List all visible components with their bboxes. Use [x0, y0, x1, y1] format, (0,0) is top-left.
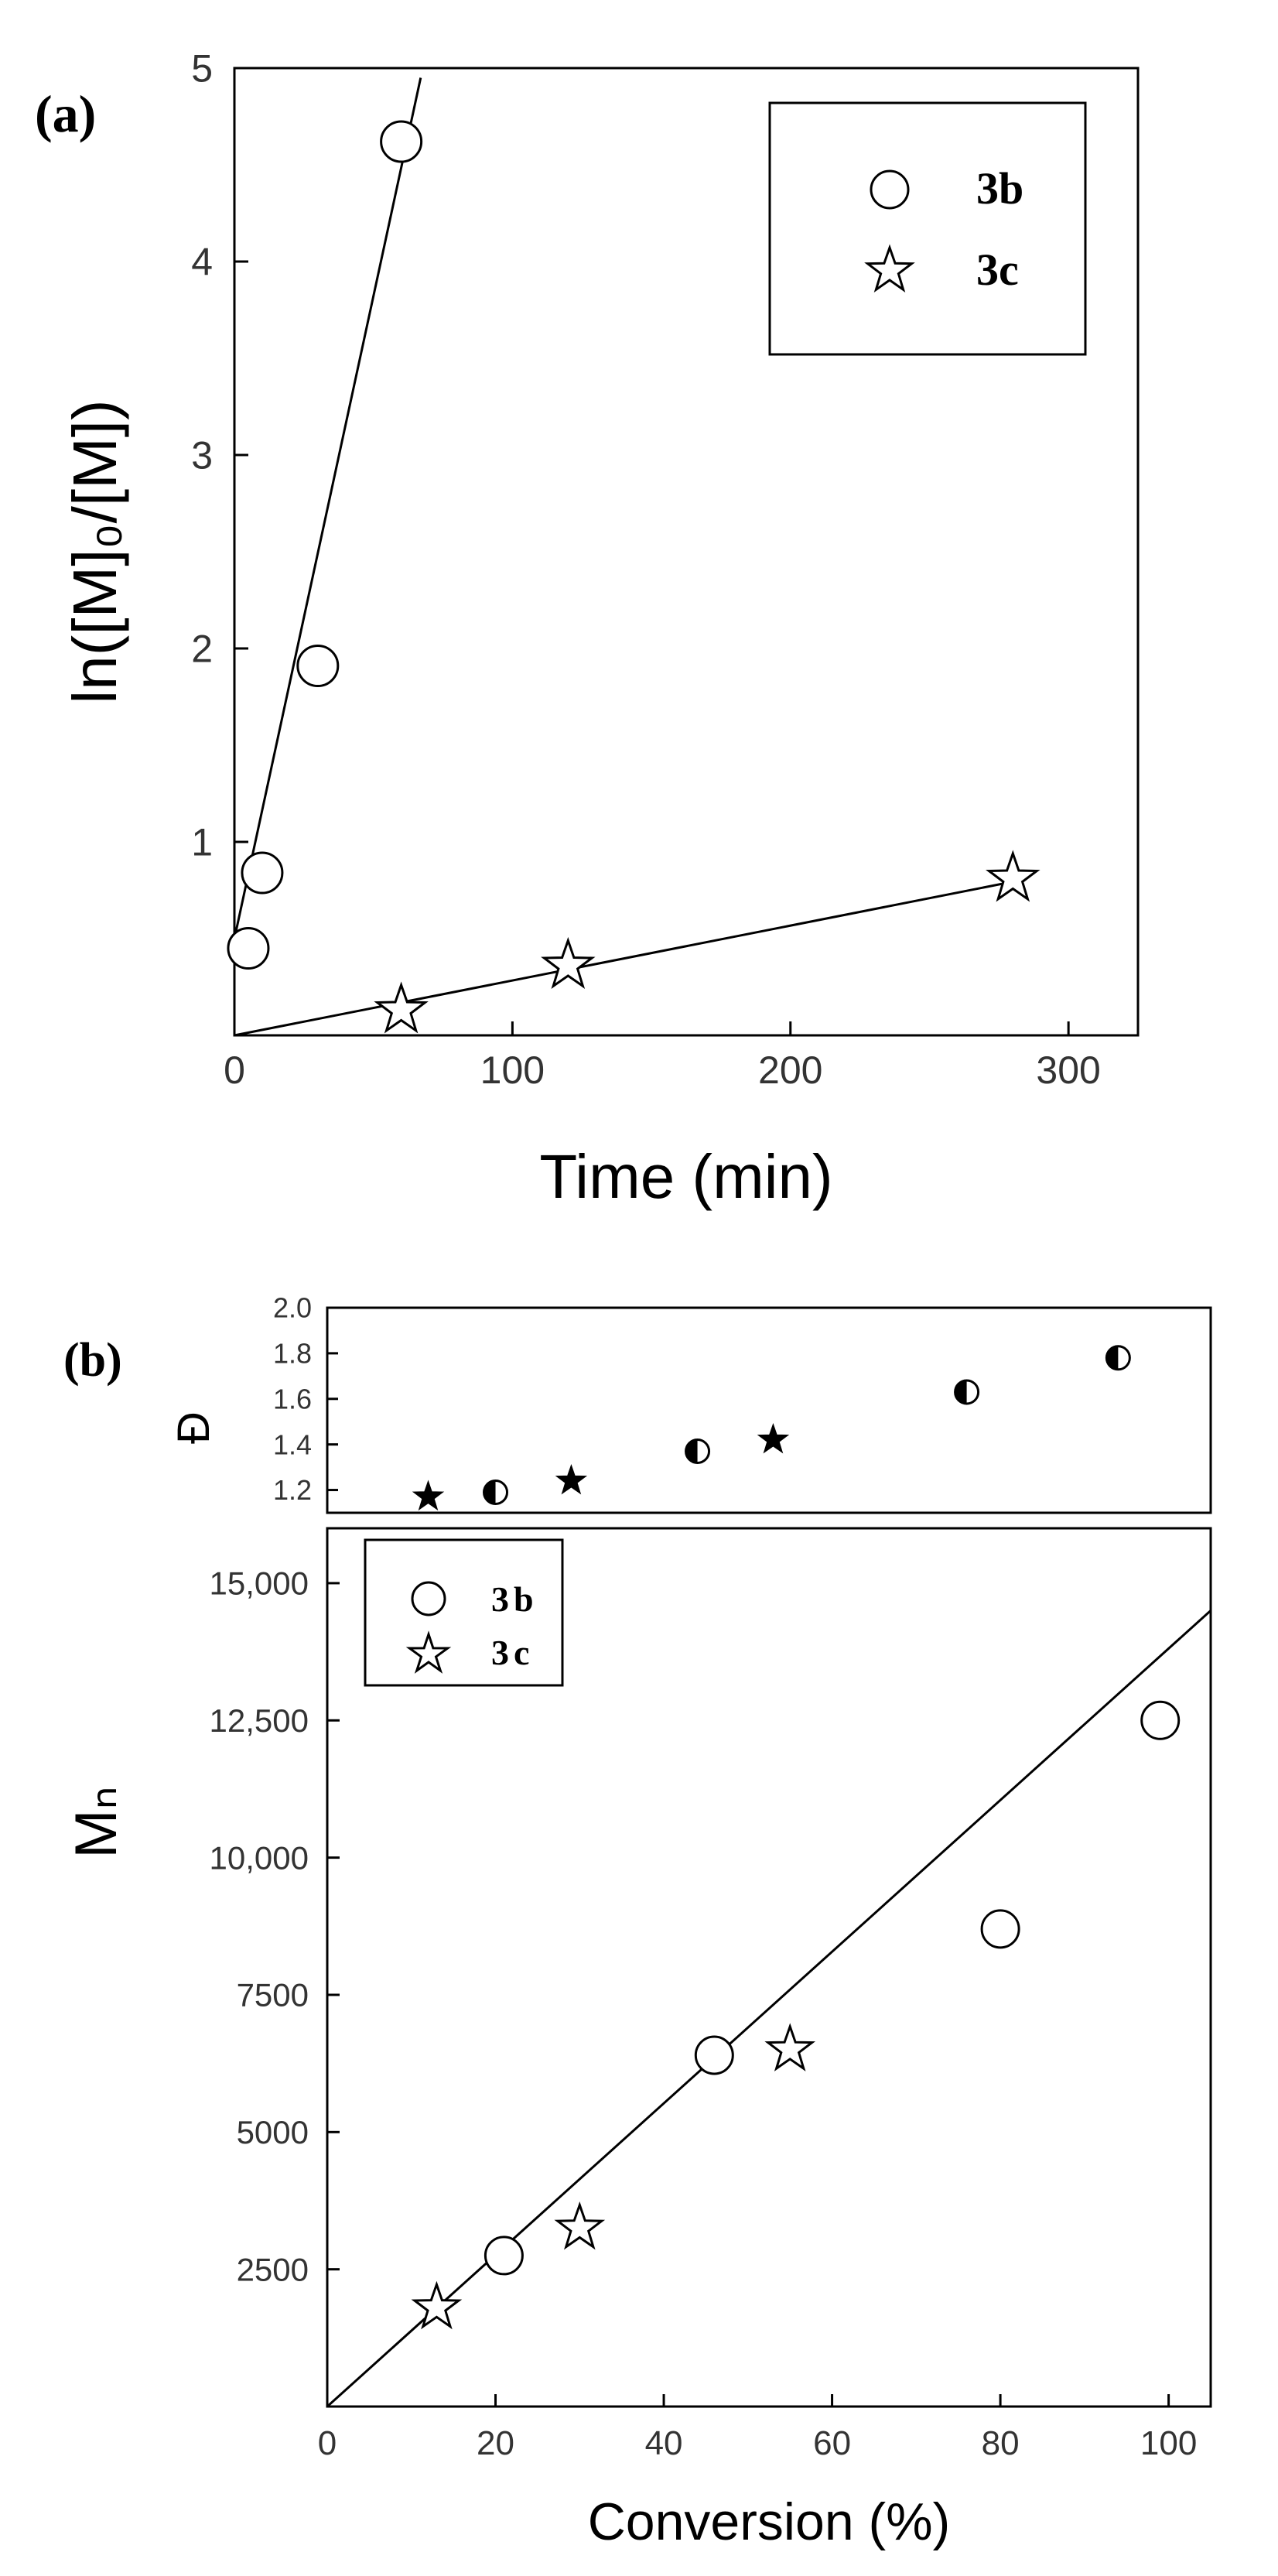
- dispersity-y-ticks: 1.2 1.4 1.6 1.8 2.0: [273, 1292, 338, 1506]
- panel-a-legend-frame: [768, 101, 1087, 356]
- y-tick-label: 2.0: [273, 1292, 312, 1324]
- y-tick-label: 1: [191, 821, 213, 864]
- data-point-3b: [296, 645, 340, 687]
- y-tick-label: 12,500: [210, 1702, 309, 1739]
- dispersity-markers: [412, 1345, 1131, 1511]
- mn-x-axis-title: Conversion (%): [588, 2492, 951, 2551]
- panel-b-label: (b): [63, 1334, 122, 1387]
- panel-a-legend: 3b 3c: [768, 101, 1087, 356]
- mn-plot-frame: [326, 1527, 1212, 2408]
- x-tick-label: 80: [982, 2424, 1020, 2462]
- mn-point-3b: [980, 1909, 1020, 1949]
- mn-legend: 3b 3c: [364, 1538, 564, 1687]
- panel-a-plot-frame: [233, 67, 1140, 1037]
- y-tick-label: 2500: [237, 2251, 309, 2287]
- panel-a-x-ticks: 0 100 200 300: [224, 1021, 1101, 1092]
- dispersity-point-3b: [483, 1480, 509, 1505]
- mn-fit-line: [326, 1610, 1212, 2408]
- data-point-3c: [986, 850, 1041, 902]
- mn-point-3c: [411, 2280, 463, 2330]
- y-tick-label: 7500: [237, 1977, 309, 2013]
- data-point-3c: [374, 981, 429, 1034]
- mn-y-ticks: 2500 5000 7500 10,000 12,500 15,000: [210, 1565, 340, 2287]
- mn-markers: [411, 1700, 1181, 2330]
- x-tick-label: 40: [645, 2424, 683, 2462]
- panel-a: (a) 0 100 200 300 1 2 3 4 5 Time (min) ln([M]₀/…: [35, 47, 1140, 1211]
- y-tick-label: 1.2: [273, 1474, 312, 1506]
- data-point-3b: [241, 851, 284, 895]
- y-tick-label: 1.4: [273, 1428, 312, 1460]
- x-tick-label: 0: [318, 2424, 337, 2462]
- x-tick-label: 0: [224, 1049, 245, 1092]
- mn-legend-label-3b: 3b: [491, 1579, 538, 1619]
- data-point-3c: [541, 936, 596, 990]
- dispersity-point-3b: [1105, 1345, 1131, 1371]
- dispersity-plot-frame: [326, 1306, 1212, 1514]
- mn-point-3b: [1140, 1700, 1181, 1740]
- panel-a-y-axis-title: ln([M]₀/[M]): [60, 399, 129, 703]
- panel-a-x-axis-title: Time (min): [539, 1142, 832, 1211]
- mn-x-ticks: 0 20 40 60 80 100: [318, 2394, 1197, 2462]
- x-tick-label: 300: [1036, 1049, 1100, 1092]
- y-tick-label: 3: [191, 434, 213, 477]
- mn-point-3b: [484, 2236, 524, 2276]
- y-tick-label: 1.6: [273, 1383, 312, 1415]
- x-tick-label: 100: [480, 1049, 545, 1092]
- panel-a-label: (a): [35, 84, 96, 143]
- dispersity-point-3c: [555, 1463, 588, 1495]
- y-tick-label: 15,000: [210, 1565, 309, 1602]
- y-tick-label: 4: [191, 241, 213, 284]
- x-tick-label: 20: [477, 2424, 514, 2462]
- dispersity-point-3b: [685, 1439, 711, 1464]
- panel-a-fit-lines: [233, 77, 1019, 1037]
- dispersity-point-3c: [412, 1480, 445, 1511]
- mn-legend-marker-3b: [411, 1581, 446, 1616]
- x-tick-label: 200: [758, 1049, 822, 1092]
- y-tick-label: 5000: [237, 2114, 309, 2150]
- mn-legend-frame: [364, 1538, 564, 1687]
- y-tick-label: 2: [191, 628, 213, 671]
- panel-a-legend-marker-3c: [864, 244, 915, 293]
- y-tick-label: 5: [191, 47, 213, 91]
- panel-a-legend-label-3b: 3b: [976, 163, 1023, 214]
- fit-line-3c: [234, 879, 1019, 1037]
- data-point-3b: [380, 120, 423, 163]
- panel-a-legend-marker-3b: [870, 169, 910, 210]
- x-tick-label: 100: [1140, 2424, 1197, 2462]
- mn-point-3b: [694, 2035, 734, 2075]
- x-tick-label: 60: [813, 2424, 851, 2462]
- fit-line-3b: [233, 77, 422, 939]
- dispersity-point-3b: [954, 1379, 980, 1405]
- panel-a-legend-label-3c: 3c: [976, 245, 1019, 295]
- mn-point-3c: [764, 2023, 816, 2071]
- dispersity-y-axis-title: Đ: [169, 1411, 219, 1444]
- mn-legend-marker-3c: [405, 1630, 452, 1674]
- mn-legend-label-3c: 3c: [491, 1633, 534, 1672]
- data-point-3b: [227, 927, 270, 970]
- mn-point-3c: [554, 2201, 606, 2250]
- panel-b: (b) 1.2 1.4 1.6 1.8 2.0 Đ 0 20 40 60 80 100 2500 5…: [63, 1292, 1212, 2551]
- panel-a-markers: [227, 120, 1041, 1034]
- mn-y-axis-title: Mₙ: [63, 1786, 129, 1859]
- panel-a-y-ticks: 1 2 3 4 5: [191, 47, 248, 864]
- y-tick-label: 1.8: [273, 1337, 312, 1369]
- y-tick-label: 10,000: [210, 1839, 309, 1876]
- dispersity-point-3c: [757, 1422, 790, 1454]
- mn-fit-lines: [326, 1610, 1212, 2408]
